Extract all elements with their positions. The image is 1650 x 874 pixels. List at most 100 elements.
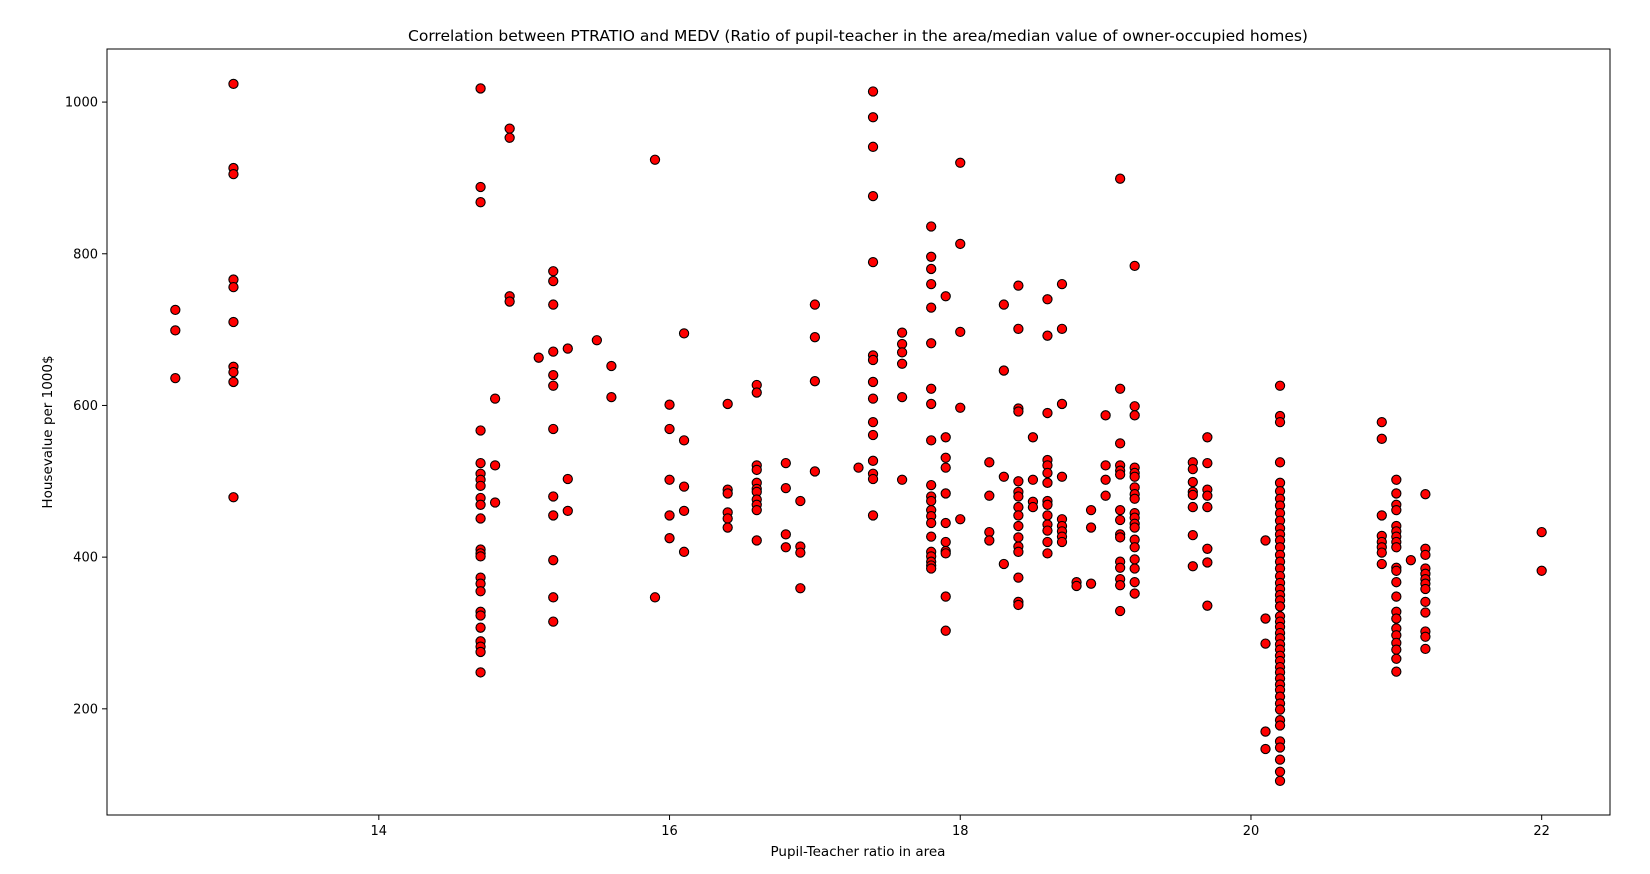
data-point bbox=[1274, 766, 1286, 777]
data-point bbox=[1085, 578, 1097, 589]
data-point bbox=[664, 533, 675, 544]
data-point bbox=[940, 517, 951, 529]
y-tick-label: 1000 bbox=[65, 96, 98, 111]
data-point bbox=[1391, 613, 1402, 624]
data-point bbox=[1114, 173, 1126, 184]
data-point bbox=[1274, 775, 1286, 787]
data-point bbox=[548, 380, 559, 391]
data-point bbox=[1013, 491, 1024, 502]
data-point bbox=[1391, 488, 1402, 499]
data-point bbox=[1027, 501, 1039, 513]
data-point bbox=[1013, 520, 1024, 532]
data-point bbox=[809, 376, 821, 387]
data-point bbox=[475, 610, 486, 621]
data-point bbox=[678, 505, 690, 517]
data-point bbox=[955, 326, 966, 338]
data-point bbox=[1114, 438, 1126, 449]
data-point bbox=[1085, 522, 1097, 533]
data-point bbox=[1391, 644, 1402, 655]
data-point bbox=[664, 510, 675, 521]
data-point bbox=[998, 471, 1010, 482]
data-point bbox=[780, 457, 791, 469]
data-point bbox=[1187, 489, 1198, 501]
data-point bbox=[649, 592, 661, 603]
data-point bbox=[548, 275, 559, 287]
data-point bbox=[228, 366, 239, 378]
data-point bbox=[475, 181, 486, 193]
data-point bbox=[1042, 536, 1053, 548]
data-point bbox=[984, 490, 995, 501]
data-point bbox=[1129, 588, 1140, 599]
data-point bbox=[998, 299, 1010, 310]
data-point bbox=[664, 399, 675, 410]
data-point bbox=[1114, 562, 1126, 573]
data-point bbox=[548, 592, 559, 603]
data-point bbox=[1187, 529, 1198, 541]
data-point bbox=[940, 625, 951, 636]
data-point bbox=[170, 304, 181, 316]
y-tick-label: 600 bbox=[73, 399, 98, 414]
data-point bbox=[926, 302, 937, 313]
data-point bbox=[926, 495, 937, 507]
data-point bbox=[896, 474, 908, 485]
data-point bbox=[1013, 532, 1024, 543]
data-point bbox=[1129, 471, 1140, 482]
data-point bbox=[228, 376, 239, 388]
data-point bbox=[1376, 433, 1387, 444]
data-point bbox=[548, 369, 559, 381]
data-point bbox=[926, 398, 937, 410]
data-point bbox=[1536, 565, 1547, 576]
data-point bbox=[1013, 599, 1024, 611]
data-point bbox=[678, 435, 690, 446]
data-point bbox=[1260, 613, 1271, 624]
data-point bbox=[780, 529, 791, 540]
data-point bbox=[722, 488, 733, 499]
data-point bbox=[1071, 580, 1082, 592]
data-point bbox=[1114, 580, 1126, 591]
data-point bbox=[955, 402, 966, 413]
data-point bbox=[795, 495, 806, 507]
data-point bbox=[170, 325, 181, 336]
data-points bbox=[170, 78, 1547, 787]
data-point bbox=[955, 514, 966, 525]
data-point bbox=[867, 376, 879, 388]
data-point bbox=[867, 354, 879, 366]
data-point bbox=[867, 455, 879, 466]
data-point bbox=[475, 457, 486, 469]
data-point bbox=[1085, 504, 1097, 516]
data-point bbox=[853, 462, 864, 473]
data-point bbox=[955, 157, 966, 168]
data-point bbox=[984, 535, 995, 546]
data-point bbox=[751, 535, 762, 546]
data-point bbox=[1274, 720, 1286, 731]
data-point bbox=[1274, 754, 1286, 765]
data-point bbox=[780, 542, 791, 553]
data-point bbox=[940, 536, 951, 548]
data-point bbox=[1042, 467, 1053, 479]
data-point bbox=[1056, 398, 1068, 410]
data-point bbox=[722, 398, 733, 410]
data-point bbox=[548, 423, 559, 435]
data-point bbox=[867, 416, 879, 428]
data-point bbox=[591, 335, 603, 346]
data-point bbox=[1202, 457, 1213, 469]
data-point bbox=[678, 481, 690, 492]
data-point bbox=[548, 266, 559, 277]
data-point bbox=[504, 296, 515, 307]
data-point bbox=[1391, 666, 1402, 677]
data-point bbox=[896, 358, 908, 369]
data-point bbox=[1536, 526, 1547, 538]
data-point bbox=[1420, 631, 1431, 642]
data-point bbox=[1027, 432, 1039, 443]
data-point bbox=[940, 291, 951, 302]
data-point bbox=[1042, 477, 1053, 488]
data-point bbox=[896, 391, 908, 403]
data-point bbox=[926, 517, 937, 529]
x-axis-label: Pupil-Teacher ratio in area bbox=[771, 844, 946, 860]
data-point bbox=[940, 462, 951, 473]
data-point bbox=[751, 504, 762, 516]
data-point bbox=[809, 299, 821, 310]
axis-ticks: 14 16 18 20 22 200 400 600 800 1000 bbox=[65, 96, 1550, 839]
data-point bbox=[562, 505, 573, 517]
data-point bbox=[1042, 330, 1053, 341]
